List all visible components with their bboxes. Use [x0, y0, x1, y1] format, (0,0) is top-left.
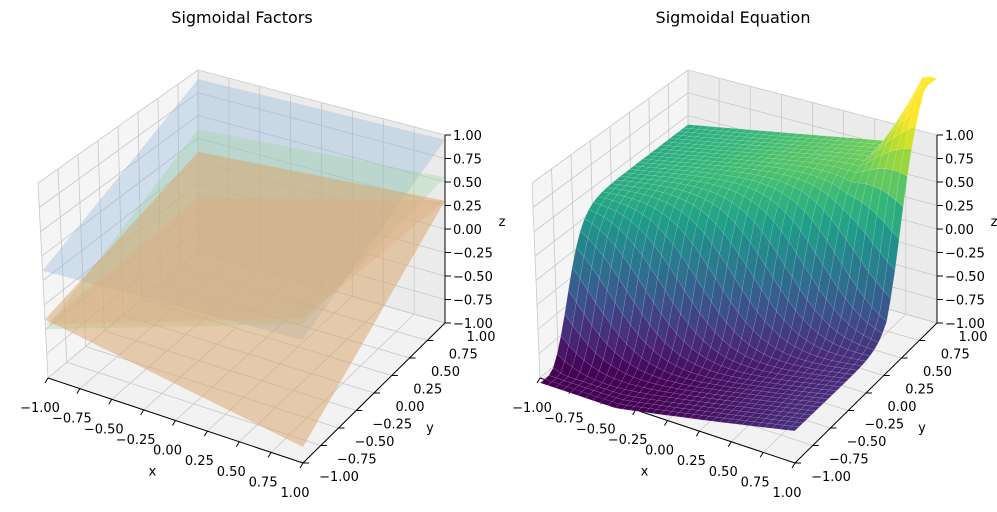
x-tick-label: −0.50 [84, 422, 124, 437]
x-tick [203, 430, 208, 437]
y-tick-label: 0.50 [923, 365, 952, 380]
x-tick-label: 0.25 [185, 454, 214, 469]
gridline-z [37, 69, 446, 184]
y-tick-label: 0.00 [888, 400, 917, 415]
y-tick-label: −0.50 [847, 435, 887, 450]
x-tick [172, 420, 176, 426]
y-tick-label: −0.25 [372, 418, 412, 433]
x-tick-label: 0.25 [677, 454, 706, 469]
z-tick-label: 0.75 [945, 153, 974, 168]
surface-viridis [539, 76, 938, 432]
z-tick-label: 0.50 [453, 176, 482, 191]
surface-series-4 [45, 151, 445, 447]
x-axis-label: x [641, 465, 649, 480]
x-tick-label: −0.75 [52, 412, 92, 427]
z-tick-label: −0.75 [453, 294, 493, 309]
x-tick-label: −1.00 [512, 401, 552, 416]
y-tick-label: 0.75 [941, 348, 970, 363]
gridline-z [531, 69, 938, 184]
surface-patch [916, 84, 929, 100]
x-tick-label: 0.75 [249, 475, 278, 490]
z-axis-label: z [499, 215, 506, 230]
x-tick-label: 1.00 [773, 486, 802, 501]
surface-patch [853, 359, 867, 367]
surface-patch [908, 106, 921, 130]
x-tick-label: −1.00 [20, 401, 60, 416]
z-tick-label: −0.50 [945, 270, 985, 285]
z-tick-label: 0.75 [453, 153, 482, 168]
z-tick-label: −0.50 [453, 270, 493, 285]
x-tick-label: −0.50 [576, 422, 616, 437]
y-tick-label: 1.00 [959, 330, 988, 345]
x-tick [695, 430, 700, 437]
surface-patch [895, 172, 908, 208]
y-tick-label: −1.00 [811, 470, 851, 485]
x-axis-label: x [149, 465, 157, 480]
x-tick [140, 409, 145, 416]
z-tick-label: 0.00 [945, 223, 974, 238]
z-tick-label: 0.50 [945, 176, 974, 191]
x-tick [536, 377, 541, 384]
y-tick-label: 0.25 [905, 383, 934, 398]
z-tick-label: −0.25 [945, 247, 985, 262]
x-tick-label: −0.25 [116, 433, 156, 448]
x-tick-label: −0.75 [544, 412, 584, 427]
x-tick-label: −0.25 [608, 433, 648, 448]
y-tick-label: 1.00 [467, 330, 496, 345]
z-tick-label: 0.25 [453, 200, 482, 215]
surface-patch [849, 364, 863, 371]
x-tick [267, 452, 272, 458]
z-axis-label: z [991, 215, 997, 230]
x-tick [44, 377, 49, 384]
x-tick-label: 0.00 [645, 444, 674, 459]
y-tick-label: −0.50 [355, 435, 395, 450]
subplot-sigmoidal-equation: −1.00−1.00−1.00−0.75−0.75−0.75−0.50−0.50… [512, 8, 997, 501]
x-tick-label: 1.00 [281, 486, 310, 501]
x-tick-label: 0.50 [709, 465, 738, 480]
z-tick-label: 0.25 [945, 200, 974, 215]
surface-patch [874, 314, 887, 334]
z-tick-label: −1.00 [453, 317, 493, 332]
y-axis-label: y [426, 421, 434, 436]
y-tick-label: −1.00 [319, 470, 359, 485]
x-tick [76, 388, 81, 394]
x-tick-label: 0.50 [217, 465, 246, 480]
x-tick-label: 0.75 [741, 475, 770, 490]
chart-title: Sigmoidal Equation [656, 8, 811, 27]
x-tick [299, 462, 304, 469]
z-tick-label: −0.75 [945, 294, 985, 309]
z-tick-label: −0.25 [453, 247, 493, 262]
y-tick-label: −0.75 [829, 453, 869, 468]
z-tick-label: 0.00 [453, 223, 482, 238]
z-tick-label: −1.00 [945, 317, 985, 332]
x-tick [664, 420, 668, 426]
z-tick-label: 1.00 [945, 129, 974, 144]
x-tick [759, 452, 764, 458]
chart-title: Sigmoidal Factors [171, 8, 312, 27]
surface-patch [786, 425, 800, 432]
y-tick-label: −0.25 [864, 418, 904, 433]
subplot-sigmoidal-factors: −1.00−1.00−1.00−0.75−0.75−0.75−0.50−0.50… [20, 8, 506, 501]
surface-patch [858, 353, 871, 362]
x-tick-label: 0.00 [153, 444, 182, 459]
surface-patch [899, 148, 912, 177]
x-tick [727, 441, 732, 448]
y-tick-label: 0.25 [413, 383, 442, 398]
y-tick-label: 0.50 [431, 365, 460, 380]
x-tick [108, 398, 113, 405]
y-tick-label: −0.75 [337, 453, 377, 468]
y-axis-label: y [918, 421, 926, 436]
x-tick [235, 441, 240, 448]
x-tick [791, 462, 796, 469]
y-tick-label: 0.75 [449, 348, 478, 363]
z-tick-label: 1.00 [453, 129, 482, 144]
y-tick-label: 0.00 [396, 400, 425, 415]
